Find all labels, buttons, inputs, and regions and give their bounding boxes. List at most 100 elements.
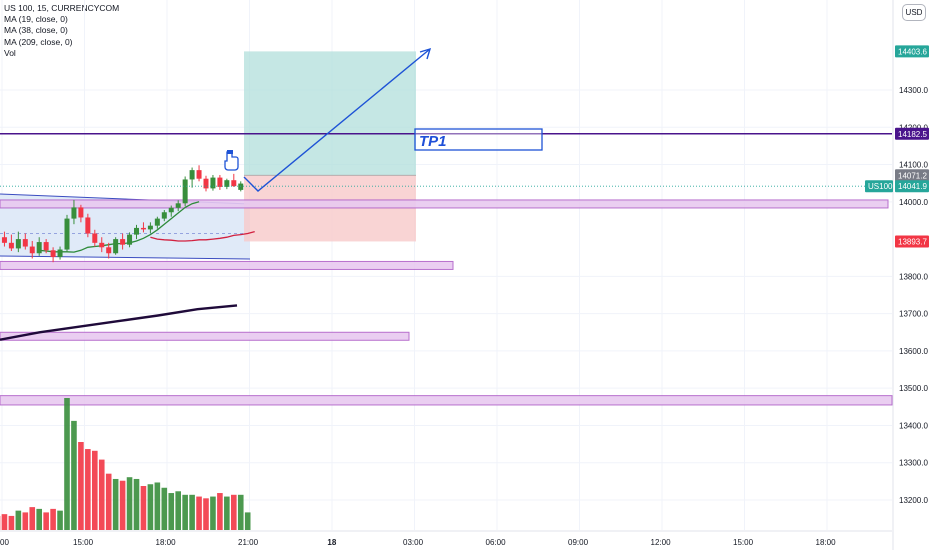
volume-bar [237,494,244,530]
candle-body [99,242,105,248]
volume-bar [175,491,181,530]
volume-bar [36,508,42,530]
candle-body [161,212,167,219]
candle-body [203,178,209,189]
volume-bar [71,420,77,530]
x-tick-label: 06:00 [486,538,507,547]
y-tick-label: 14100.0 [899,161,928,170]
price-tag [895,180,929,193]
volume-bar [154,482,161,530]
volume-bar [126,477,133,530]
volume-bar [50,508,56,530]
candle-body [147,225,153,230]
volume-bar [119,480,126,530]
candle-body [224,180,230,187]
volume-bar [64,398,70,530]
candle-body [231,180,237,187]
candle-body [29,246,35,254]
volume-bars [0,398,251,530]
candle-body [57,249,63,257]
candle-body [64,218,70,250]
candle-body [1,237,7,243]
hand-cuff [227,150,233,154]
volume-bar [92,450,98,530]
candle-body [78,207,84,218]
hand-pointer-icon [224,150,239,171]
candle-body [238,183,244,190]
volume-bar [98,459,105,530]
candle-body [92,233,98,243]
x-tick-label: 15:00 [733,538,754,547]
candle-body [175,203,181,208]
x-tick-label: 12:00 [651,538,672,547]
volume-bar [182,494,188,530]
currency-button[interactable]: USD [902,4,926,21]
candle-body [120,239,126,245]
x-tick-label: 15:00 [73,538,94,547]
price-tag [895,169,929,182]
candle-body [154,218,160,226]
candle-body [15,239,21,249]
indicator-ma19[interactable]: MA (19, close, 0) [4,14,68,25]
y-tick-label: 14200.0 [899,123,928,132]
volume-bar [8,515,15,530]
volume-bar [57,510,63,530]
channel-lower [0,255,251,260]
volume-bar [168,493,175,530]
zones [0,199,893,406]
y-tick-label: 13200.0 [899,496,928,505]
candle-body [8,242,14,249]
volume-bar [231,494,237,530]
x-tick-label: 18:00 [816,538,837,547]
candles [1,165,244,263]
candle-body [189,170,195,180]
x-tick-label: 18:00 [156,538,177,547]
volume-bar [133,478,140,530]
volume-bar [85,449,91,530]
candle-body [168,207,174,213]
candle-body [140,227,146,230]
volume-bar [147,484,154,530]
price-tag [895,235,929,248]
symbol-title[interactable]: US 100, 15, CURRENCYCOM [4,3,120,13]
x-tick-label: 09:00 [568,538,589,547]
volume-bar [217,493,223,530]
volume-bar [29,507,36,530]
x-tick-label: 00 [0,538,9,547]
price-tag [895,127,929,140]
indicator-ma38[interactable]: MA (38, close, 0) [4,25,68,36]
candle-body [50,250,56,257]
candle-body [134,227,139,235]
indicator-ma209[interactable]: MA (209, close, 0) [4,36,73,47]
price-tag-label: 14071.2 [898,171,927,180]
ma-line-1 [150,230,255,242]
y-tick-label: 14000.0 [899,198,928,207]
annotations: TP1 [224,47,543,192]
volume-bar [196,496,202,530]
volume-bar [78,442,84,530]
candle-body [71,207,77,219]
horizontal-line [0,133,892,187]
candle-body [85,217,91,234]
volume-bar [43,512,49,530]
candle-body [182,179,188,204]
indicator-volume[interactable]: Vol [4,47,16,58]
volume-bar [140,486,147,530]
y-tick-label: 13300.0 [899,459,928,468]
price-tag-label: 13893.7 [898,237,927,246]
price-tag-label: 14182.5 [898,130,927,139]
tp1-box [414,128,543,151]
volume-bar [161,487,168,530]
zone-box [0,331,410,341]
volume-bar [15,510,22,530]
candle-body [196,170,202,179]
x-tick-label: 18 [327,538,336,547]
price-tag-label: 14041.9 [898,182,927,191]
volume-bar [105,473,112,530]
y-tick-label: 14300.0 [899,86,928,95]
volume-bar [189,494,195,530]
x-tick-label: 03:00 [403,538,424,547]
candle-body [43,242,49,251]
arrowhead-icon [419,47,432,60]
